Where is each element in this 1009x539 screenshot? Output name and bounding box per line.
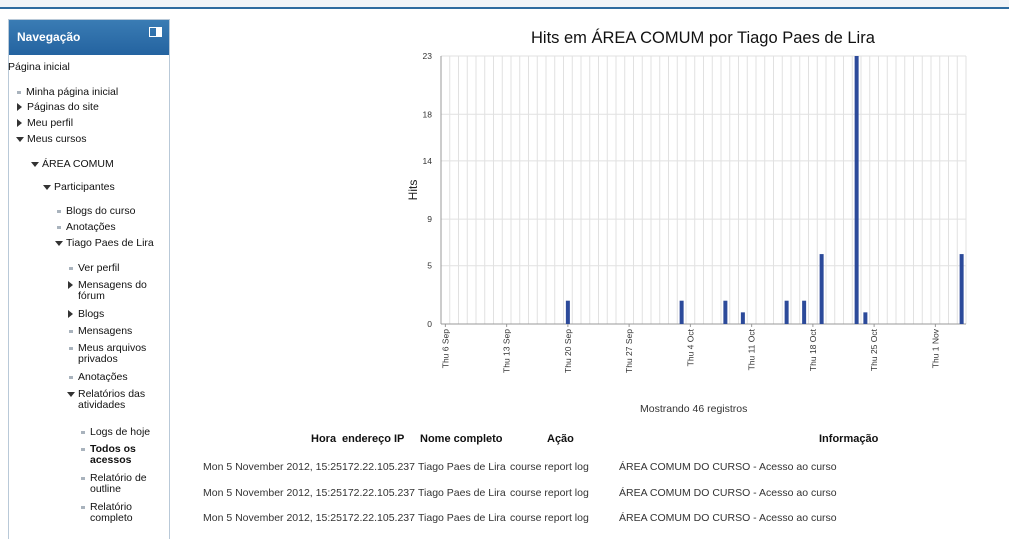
- cell-ip-link[interactable]: 172.22.105.237: [342, 487, 415, 499]
- col-header-time: Hora: [311, 433, 337, 445]
- top-border: [0, 0, 1009, 9]
- nav-forum-posts[interactable]: Mensagens do fórum: [68, 279, 147, 302]
- nav-messages-link[interactable]: Mensagens: [68, 325, 133, 337]
- nav-user-link[interactable]: Tiago Paes de Lira: [55, 237, 154, 249]
- navigation-title: Navegação: [17, 30, 81, 44]
- records-count: Mostrando 46 registros: [640, 403, 748, 415]
- cell-action-link[interactable]: course report log: [510, 487, 589, 499]
- x-tick-label: Thu 27 Sep: [624, 329, 634, 373]
- nav-all-logs-current[interactable]: Todos os acessos: [81, 443, 136, 466]
- nav-private-files-line1: Meus arquivos: [78, 342, 147, 354]
- bar: [679, 300, 684, 324]
- nav-site-pages[interactable]: Páginas do site: [17, 101, 99, 113]
- cell-ip-link[interactable]: 172.22.105.237: [342, 461, 415, 473]
- nav-notes-link[interactable]: Anotações: [57, 221, 116, 233]
- nav-forum-posts-line1: Mensagens do: [78, 279, 147, 291]
- cell-fullname-link[interactable]: Tiago Paes de Lira: [418, 512, 506, 524]
- bar: [819, 254, 824, 324]
- nav-private-files-link[interactable]: Meus arquivos privados: [68, 342, 147, 365]
- cell-action-link[interactable]: course report log: [510, 461, 589, 473]
- nav-complete-report-line2: completo: [90, 512, 133, 524]
- cell-time: Mon 5 November 2012, 15:25: [203, 512, 342, 524]
- bar: [565, 300, 570, 324]
- x-tick-label: Thu 13 Sep: [502, 329, 512, 373]
- cell-fullname-link[interactable]: Tiago Paes de Lira: [418, 461, 506, 473]
- bar: [959, 254, 964, 324]
- nav-forum-posts-line2: fórum: [78, 290, 105, 302]
- dock-block-icon[interactable]: [149, 27, 162, 37]
- nav-activity-reports[interactable]: Relatórios das atividades: [66, 388, 146, 411]
- nav-user-notes-link[interactable]: Anotações: [69, 371, 128, 383]
- navigation-block: Navegação: [8, 19, 170, 539]
- bar: [740, 312, 745, 324]
- cell-action-link[interactable]: course report log: [510, 512, 589, 524]
- bar: [784, 300, 789, 324]
- y-tick-label: 23: [423, 51, 433, 61]
- col-header-info: Informação: [819, 433, 879, 445]
- cell-time: Mon 5 November 2012, 15:25: [203, 461, 342, 473]
- nav-complete-report-line1: Relatório: [90, 501, 133, 513]
- y-tick-label: 9: [427, 214, 432, 224]
- nav-all-logs-line1: Todos os: [90, 443, 136, 455]
- y-tick-label: 0: [427, 319, 432, 329]
- bar: [863, 312, 868, 324]
- x-tick-label: Thu 11 Oct: [747, 328, 757, 370]
- nav-blogs[interactable]: Blogs: [67, 308, 105, 320]
- bar: [723, 300, 728, 324]
- nav-participants[interactable]: Participantes: [43, 181, 115, 193]
- y-tick-label: 5: [427, 261, 432, 271]
- nav-complete-report-link[interactable]: Relatório completo: [81, 501, 133, 524]
- x-tick-label: Thu 4 Oct: [685, 328, 695, 366]
- navigation-header: Navegação: [9, 20, 169, 55]
- nav-course-blogs-link[interactable]: Blogs do curso: [56, 205, 136, 217]
- col-header-ip: endereço IP: [342, 433, 405, 445]
- nav-private-files-line2: privados: [78, 353, 118, 365]
- nav-todays-logs-link[interactable]: Logs de hoje: [80, 426, 151, 438]
- nav-outline-report-link[interactable]: Relatório de outline: [81, 472, 147, 495]
- cell-time: Mon 5 November 2012, 15:25: [203, 487, 342, 499]
- cell-info: ÁREA COMUM DO CURSO - Acesso ao curso: [619, 461, 837, 473]
- y-tick-label: 14: [423, 156, 433, 166]
- y-axis-label: Hits: [406, 180, 420, 201]
- cell-info: ÁREA COMUM DO CURSO - Acesso ao curso: [619, 512, 837, 524]
- nav-my-courses[interactable]: Meus cursos: [16, 133, 87, 145]
- cell-fullname-link[interactable]: Tiago Paes de Lira: [418, 487, 506, 499]
- x-tick-label: Thu 18 Oct: [808, 328, 818, 371]
- col-header-action: Ação: [547, 433, 574, 445]
- x-tick-label: Thu 20 Sep: [563, 329, 573, 373]
- col-header-fullname: Nome completo: [420, 433, 503, 445]
- nav-home-link[interactable]: Página inicial: [8, 61, 70, 73]
- x-tick-label: Thu 25 Oct: [869, 328, 879, 371]
- chart-title: Hits em ÁREA COMUM por Tiago Paes de Lir…: [531, 29, 875, 47]
- bar: [854, 56, 859, 324]
- bar: [802, 300, 807, 324]
- nav-my-home-link[interactable]: Minha página inicial: [16, 86, 119, 98]
- nav-view-profile-link[interactable]: Ver perfil: [68, 262, 120, 274]
- nav-my-profile[interactable]: Meu perfil: [16, 117, 74, 129]
- nav-outline-report-line1: Relatório de: [90, 472, 147, 484]
- nav-activity-reports-line1: Relatórios das: [78, 388, 146, 400]
- cell-info: ÁREA COMUM DO CURSO - Acesso ao curso: [619, 487, 837, 499]
- y-tick-label: 18: [423, 109, 433, 119]
- nav-activity-reports-line2: atividades: [78, 399, 126, 411]
- nav-all-logs-line2: acessos: [90, 454, 132, 466]
- x-tick-label: Thu 1 Nov: [930, 328, 940, 368]
- hits-chart: 0 5 9 14 18 23 Hits Thu 6 Sep Thu 13 Sep Thu 20 S…: [406, 51, 967, 373]
- nav-course-link[interactable]: ÁREA COMUM: [31, 158, 114, 170]
- cell-ip-link[interactable]: 172.22.105.237: [342, 512, 415, 524]
- nav-outline-report-line2: outline: [90, 483, 121, 495]
- x-tick-label: Thu 6 Sep: [440, 329, 450, 368]
